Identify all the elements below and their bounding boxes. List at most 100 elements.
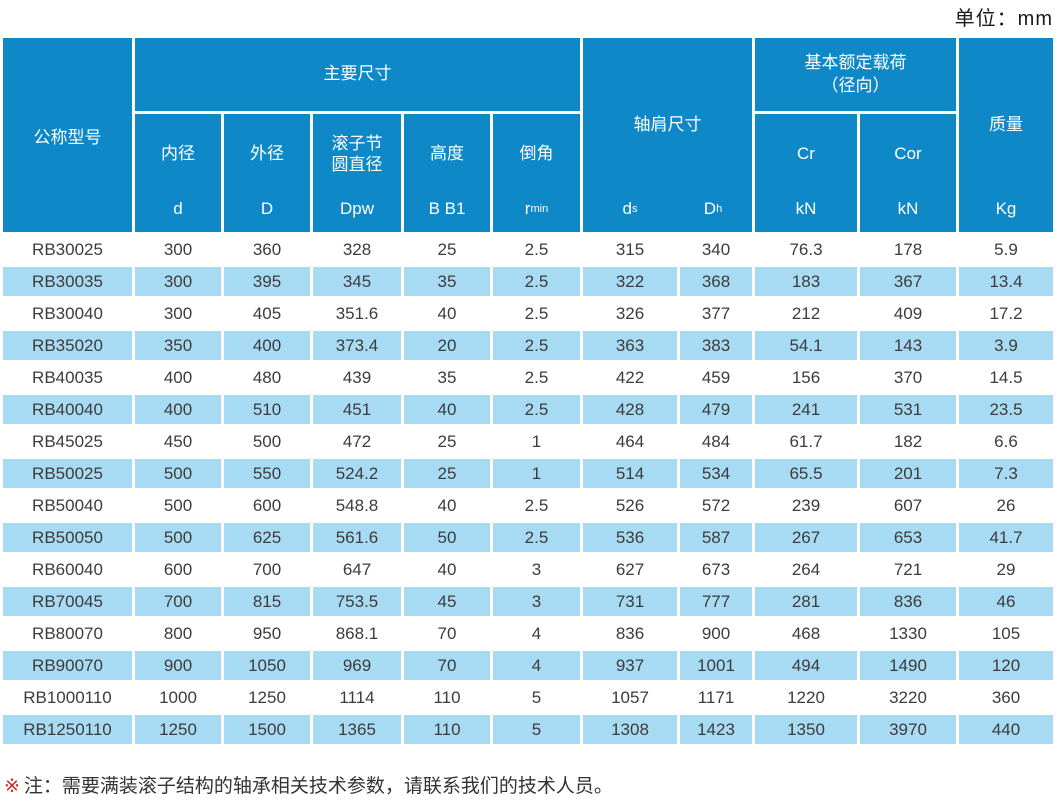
value-cell: 1050 [224, 651, 310, 680]
model-cell: RB30040 [3, 299, 132, 328]
value-cell: 4 [493, 651, 580, 680]
unit-kN: kN [795, 198, 817, 218]
value-cell: 777 [680, 587, 752, 616]
value-cell: 700 [135, 587, 221, 616]
value-cell: 500 [135, 459, 221, 488]
value-cell: 50 [404, 523, 490, 552]
value-cell: 653 [860, 523, 956, 552]
table-row: RB1000110 1000 1250 1114 110 5 1057 1171 1220 322… [3, 683, 1053, 712]
value-cell: 673 [680, 555, 752, 584]
value-cell: 178 [860, 235, 956, 264]
value-cell: 61.7 [755, 427, 857, 456]
value-cell: 351.6 [313, 299, 401, 328]
table-row: RB30025 300 360 328 25 2.5 315 340 76.3 178 5.9 [3, 235, 1053, 264]
table-body: RB30025 300 360 328 25 2.5 315 340 76.3 178 5.9 RB3… [3, 235, 1053, 744]
value-cell: 13.4 [959, 267, 1053, 296]
value-cell: 514 [583, 459, 677, 488]
header-col-Cr: Cr kN [755, 114, 857, 232]
bearing-spec-table: 公称型号 主要尺寸 内径 d 外径 [3, 38, 1053, 744]
table-row: RB35020 350 400 373.4 20 2.5 363 383 54.1 143 3.9 [3, 331, 1053, 360]
value-cell: 1171 [680, 683, 752, 712]
value-cell: 40 [404, 555, 490, 584]
value-cell: 400 [135, 363, 221, 392]
value-cell: 383 [680, 331, 752, 360]
value-cell: 377 [680, 299, 752, 328]
value-cell: 26 [959, 491, 1053, 520]
header-col-outer-diameter: 外径 D [224, 114, 310, 232]
value-cell: 14.5 [959, 363, 1053, 392]
header-model-column: 公称型号 [3, 38, 132, 232]
value-cell: 264 [755, 555, 857, 584]
value-cell: 315 [583, 235, 677, 264]
value-cell: 5 [493, 715, 580, 744]
value-cell: 105 [959, 619, 1053, 648]
table-row: RB30035 300 395 345 35 2.5 322 368 183 367 13.4 [3, 267, 1053, 296]
symbol-d: d [173, 198, 183, 218]
model-cell: RB40035 [3, 363, 132, 392]
model-cell: RB50040 [3, 491, 132, 520]
table-header: 公称型号 主要尺寸 内径 d 外径 [3, 38, 1053, 232]
table-row: RB30040 300 405 351.6 40 2.5 326 377 212 409 17.2 [3, 299, 1053, 328]
table-row: RB45025 450 500 472 25 1 464 484 61.7 182 6.6 [3, 427, 1053, 456]
value-cell: 25 [404, 427, 490, 456]
value-cell: 143 [860, 331, 956, 360]
value-cell: 25 [404, 459, 490, 488]
value-cell: 468 [755, 619, 857, 648]
value-cell: 536 [583, 523, 677, 552]
value-cell: 23.5 [959, 395, 1053, 424]
value-cell: 721 [860, 555, 956, 584]
symbol-Dpw: Dpw [339, 198, 374, 218]
value-cell: 20 [404, 331, 490, 360]
value-cell: 2.5 [493, 395, 580, 424]
value-cell: 363 [583, 331, 677, 360]
value-cell: 46 [959, 587, 1053, 616]
value-cell: 1001 [680, 651, 752, 680]
model-cell: RB60040 [3, 555, 132, 584]
header-col-chamfer: 倒角 r min [493, 114, 580, 232]
value-cell: 350 [135, 331, 221, 360]
value-cell: 267 [755, 523, 857, 552]
value-cell: 17.2 [959, 299, 1053, 328]
table-row: RB50025 500 550 524.2 25 1 514 534 65.5 201 7.3 [3, 459, 1053, 488]
value-cell: 40 [404, 299, 490, 328]
value-cell: 367 [860, 267, 956, 296]
value-cell: 647 [313, 555, 401, 584]
value-cell: 1000 [135, 683, 221, 712]
value-cell: 409 [860, 299, 956, 328]
value-cell: 969 [313, 651, 401, 680]
value-cell: 700 [224, 555, 310, 584]
header-basic-load-group: 基本额定载荷 （径向） Cr kN Cor kN [755, 38, 956, 232]
table-row: RB1250110 1250 1500 1365 110 5 1308 1423 1350 397… [3, 715, 1053, 744]
value-cell: 395 [224, 267, 310, 296]
value-cell: 182 [860, 427, 956, 456]
value-cell: 548.8 [313, 491, 401, 520]
value-cell: 2.5 [493, 299, 580, 328]
header-main-dimensions-title: 主要尺寸 [135, 38, 580, 111]
value-cell: 345 [313, 267, 401, 296]
value-cell: 2.5 [493, 523, 580, 552]
value-cell: 500 [135, 491, 221, 520]
value-cell: 54.1 [755, 331, 857, 360]
value-cell: 1114 [313, 683, 401, 712]
value-cell: 600 [135, 555, 221, 584]
value-cell: 400 [224, 331, 310, 360]
value-cell: 1 [493, 427, 580, 456]
value-cell: 494 [755, 651, 857, 680]
value-cell: 2.5 [493, 267, 580, 296]
model-cell: RB1250110 [3, 715, 132, 744]
model-cell: RB70045 [3, 587, 132, 616]
value-cell: 534 [680, 459, 752, 488]
header-model-label: 公称型号 [33, 127, 102, 147]
value-cell: 3970 [860, 715, 956, 744]
value-cell: 110 [404, 683, 490, 712]
value-cell: 3.9 [959, 331, 1053, 360]
value-cell: 70 [404, 619, 490, 648]
header-main-dimensions-group: 主要尺寸 内径 d 外径 D [135, 38, 580, 232]
value-cell: 212 [755, 299, 857, 328]
value-cell: 156 [755, 363, 857, 392]
unit-kN: kN [897, 198, 919, 218]
value-cell: 70 [404, 651, 490, 680]
table-row: RB50050 500 625 561.6 50 2.5 536 587 267 653 41.7 [3, 523, 1053, 552]
value-cell: 3220 [860, 683, 956, 712]
